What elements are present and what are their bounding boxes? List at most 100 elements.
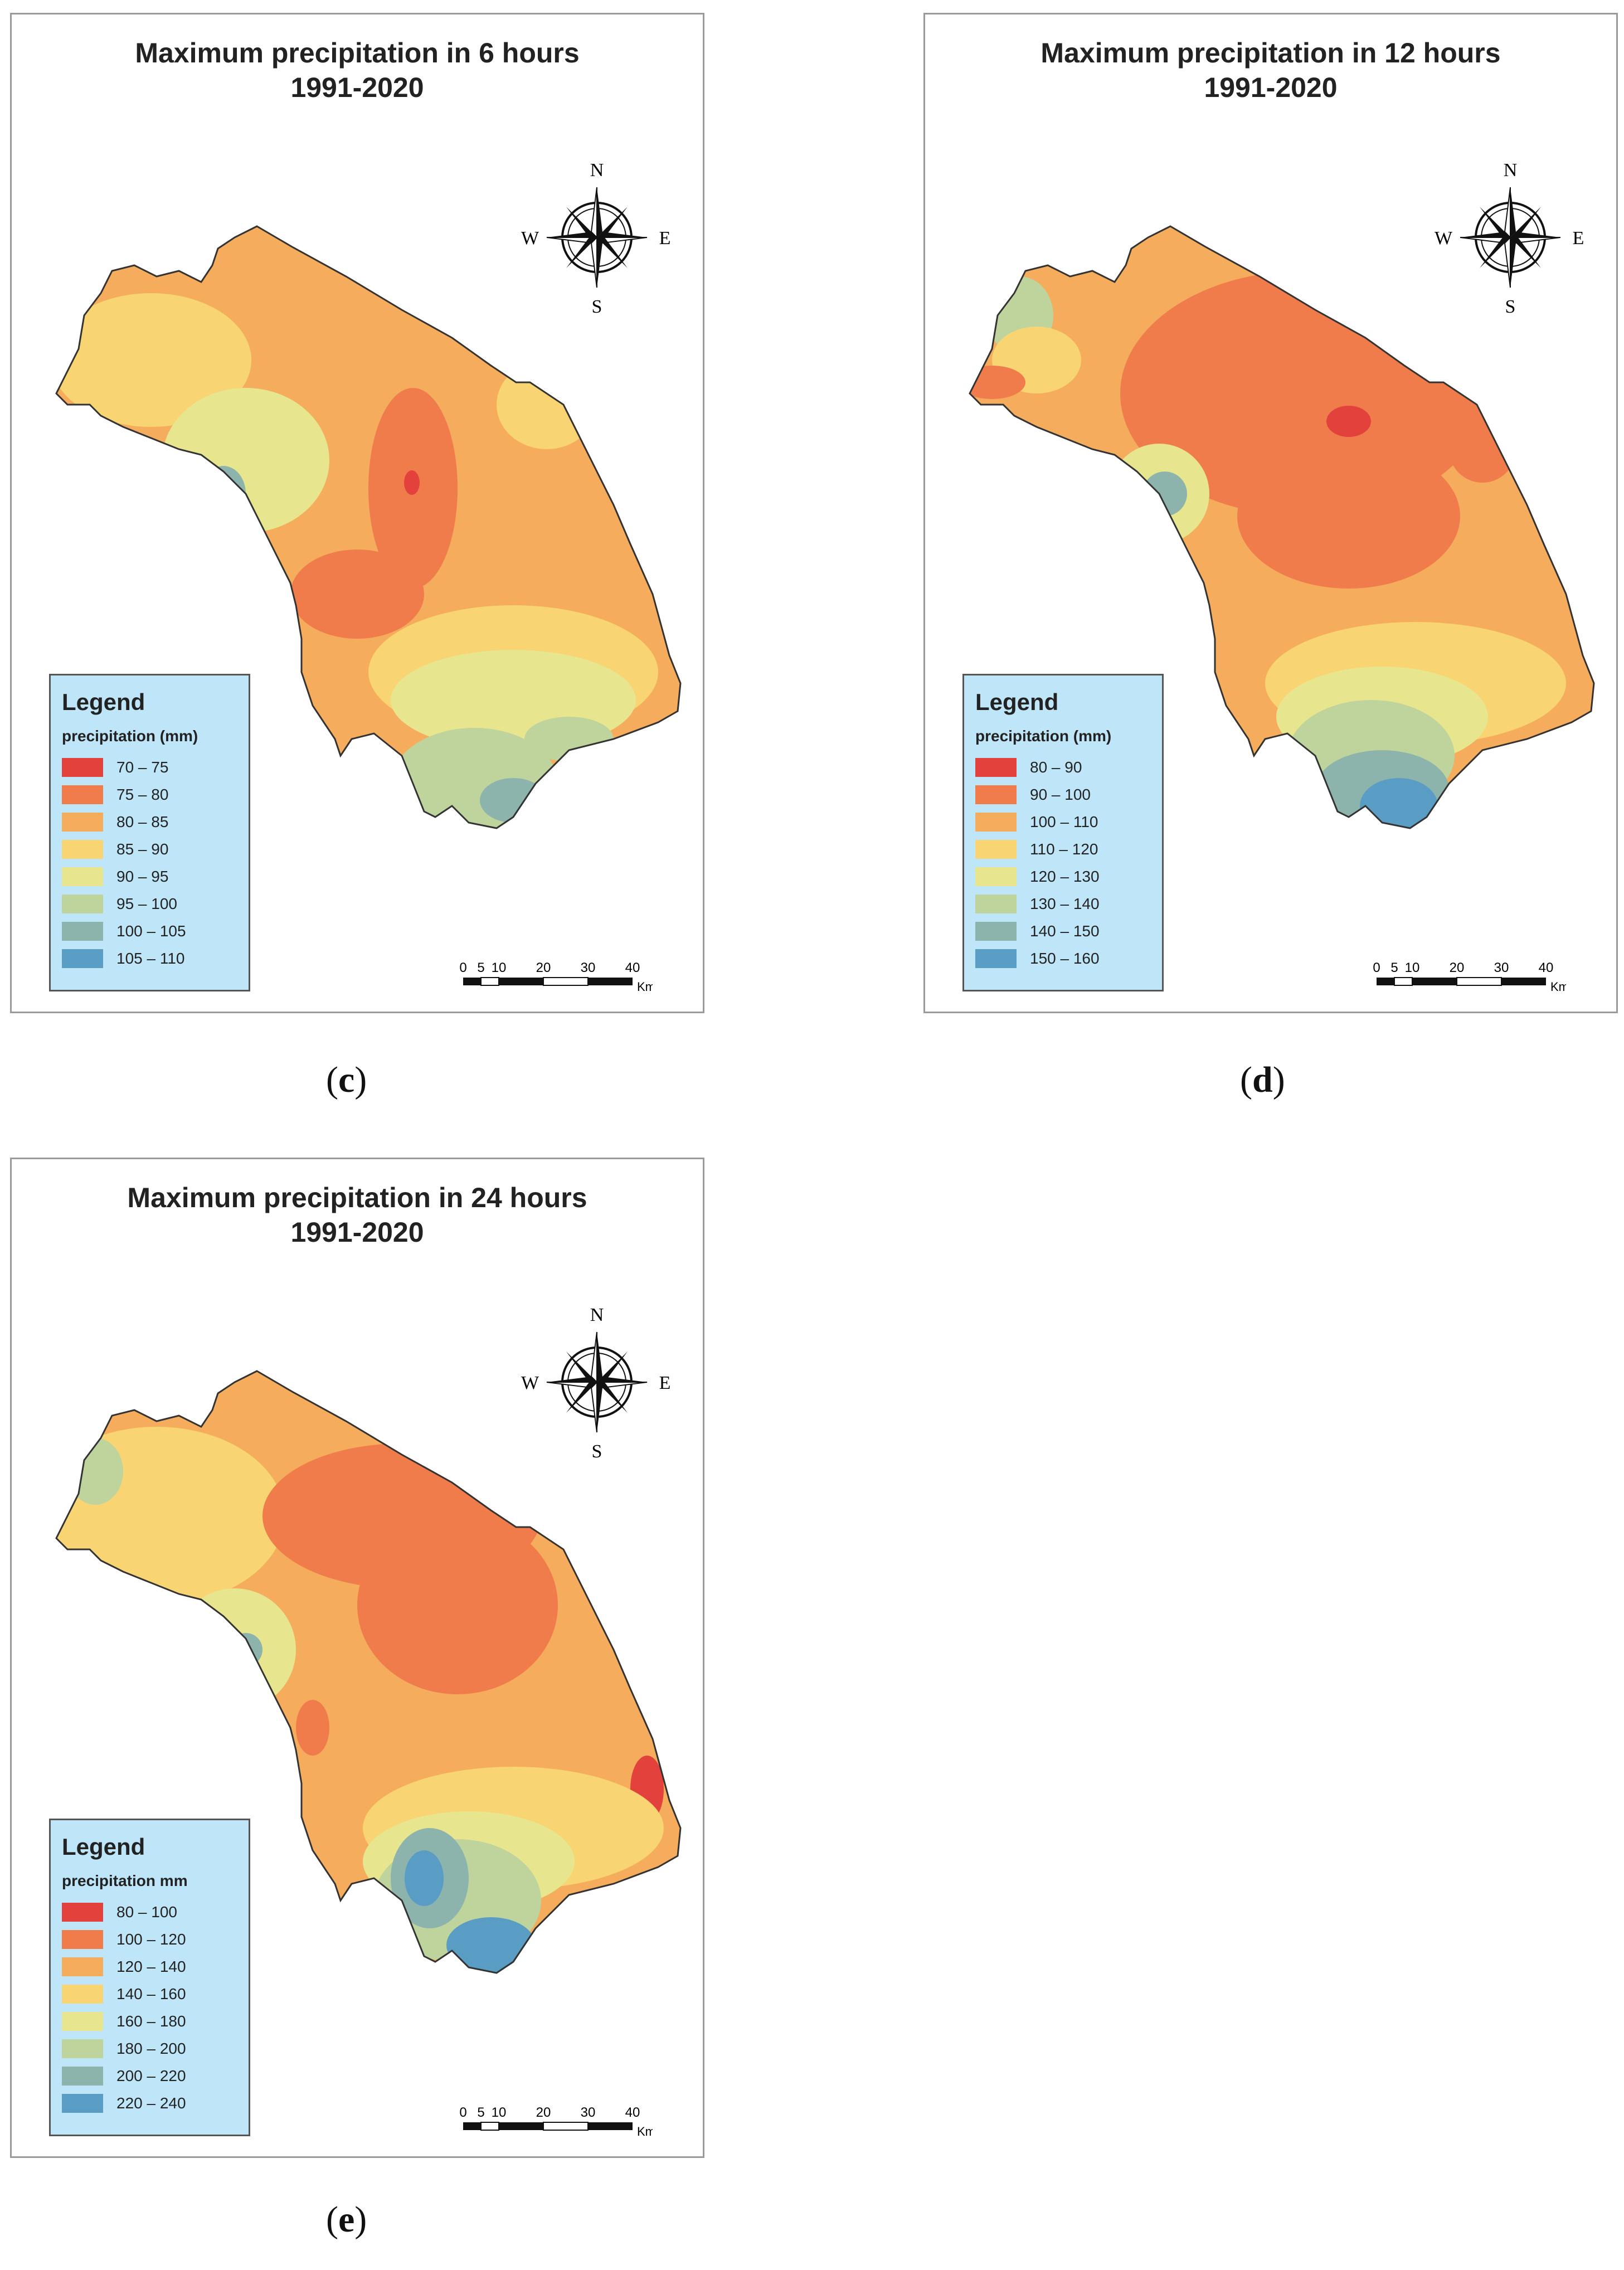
legend-item: 140 – 150 — [975, 917, 1151, 945]
scale-tick: 0 — [459, 2105, 466, 2120]
legend-label: 110 – 120 — [1030, 840, 1098, 858]
legend-label: 160 – 180 — [116, 2012, 186, 2030]
legend-item: 120 – 140 — [62, 1953, 237, 1980]
scale-tick: 20 — [1450, 960, 1465, 975]
compass-s: S — [592, 296, 602, 315]
scale-tick: 20 — [536, 960, 551, 975]
legend-swatch — [62, 921, 103, 941]
legend-item: 130 – 140 — [975, 890, 1151, 917]
scale-bar: 0 5 10 20 30 40 Km — [459, 960, 653, 994]
scale-unit: Km — [1550, 980, 1566, 994]
legend-heading: Legend — [62, 1834, 145, 1860]
legend-subtitle: precipitation mm — [62, 1872, 188, 1889]
legend-swatch — [62, 812, 103, 832]
panel-caption-c: (c) — [326, 1059, 367, 1100]
map-title-line1: Maximum precipitation in 6 hours — [135, 37, 580, 69]
scale-tick: 0 — [1373, 960, 1380, 975]
legend-swatch — [62, 757, 103, 777]
legend-swatch — [62, 2039, 103, 2058]
legend-item: 90 – 95 — [62, 863, 237, 890]
legend-item: 80 – 90 — [975, 754, 1151, 781]
scale-tick: 40 — [625, 2105, 640, 2120]
legend-item: 80 – 100 — [62, 1898, 237, 1926]
legend-label: 80 – 90 — [1030, 758, 1082, 776]
scale-tick: 5 — [1390, 960, 1398, 975]
compass-s: S — [592, 1441, 602, 1460]
legend-subtitle: precipitation (mm) — [62, 727, 198, 745]
legend-item: 105 – 110 — [62, 945, 237, 972]
legend-label: 80 – 85 — [116, 813, 169, 830]
panel-caption-letter: e — [338, 2199, 355, 2240]
legend-swatch — [62, 2066, 103, 2086]
map-title-line2: 1991-2020 — [1204, 72, 1338, 103]
legend-item: 160 – 180 — [62, 2007, 237, 2035]
map-title: Maximum precipitation in 12 hours 1991-2… — [925, 36, 1616, 105]
compass-rose-icon: N S W E — [521, 1305, 670, 1460]
legend-swatch — [62, 1902, 103, 1922]
map-panel-d: Maximum precipitation in 12 hours 1991-2… — [923, 13, 1618, 1013]
legend-item: 75 – 80 — [62, 781, 237, 808]
map-title-line1: Maximum precipitation in 12 hours — [1040, 37, 1501, 69]
legend-item: 90 – 100 — [975, 781, 1151, 808]
legend: Legend precipitation (mm) 80 – 90 90 – 10… — [962, 674, 1164, 991]
legend: Legend precipitation (mm) 70 – 75 75 – 80… — [49, 674, 250, 991]
legend-heading: Legend — [62, 689, 145, 715]
compass-n: N — [590, 1305, 604, 1325]
legend-item: 150 – 160 — [975, 945, 1151, 972]
scale-bar: 0 5 10 20 30 40 Km — [1373, 960, 1566, 994]
legend-label: 100 – 120 — [116, 1930, 186, 1948]
legend-item: 100 – 120 — [62, 1926, 237, 1953]
map-title-line2: 1991-2020 — [290, 72, 424, 103]
region-map — [55, 225, 682, 829]
legend-label: 105 – 110 — [116, 949, 185, 967]
compass-e: E — [659, 228, 671, 249]
legend-label: 140 – 150 — [1030, 922, 1100, 940]
legend-swatch — [62, 894, 103, 913]
legend-swatch — [62, 2011, 103, 2031]
legend-label: 75 – 80 — [116, 785, 169, 803]
compass-e: E — [1573, 228, 1584, 249]
map-title: Maximum precipitation in 6 hours 1991-20… — [12, 36, 703, 105]
compass-rose-icon: N S W E — [1435, 160, 1584, 315]
compass-w: W — [521, 1373, 539, 1393]
legend-label: 120 – 130 — [1030, 867, 1100, 885]
scale-tick: 10 — [1405, 960, 1420, 975]
scale-tick: 20 — [536, 2105, 551, 2120]
legend-swatch — [975, 839, 1017, 859]
map-panel-c: Maximum precipitation in 6 hours 1991-20… — [10, 13, 704, 1013]
panel-caption-e: (e) — [326, 2199, 367, 2240]
legend-label: 100 – 105 — [116, 922, 186, 940]
legend-swatch — [975, 921, 1017, 941]
legend-swatch — [975, 757, 1017, 777]
legend-swatch — [62, 1957, 103, 1976]
legend-swatch — [62, 785, 103, 804]
legend-item: 95 – 100 — [62, 890, 237, 917]
panel-caption-letter: d — [1252, 1059, 1273, 1100]
legend-item: 140 – 160 — [62, 1980, 237, 2007]
compass-s: S — [1505, 296, 1516, 315]
legend-item: 80 – 85 — [62, 808, 237, 835]
map-panel-e: Maximum precipitation in 24 hours 1991-2… — [10, 1158, 704, 2158]
legend-swatch — [62, 1929, 103, 1949]
legend-item: 110 – 120 — [975, 835, 1151, 863]
legend-label: 130 – 140 — [1030, 895, 1100, 912]
legend: Legend precipitation mm 80 – 100 100 – 12… — [49, 1819, 250, 2136]
legend-item: 85 – 90 — [62, 835, 237, 863]
legend-swatch — [975, 785, 1017, 804]
legend-swatch — [62, 949, 103, 968]
legend-swatch — [975, 812, 1017, 832]
legend-label: 200 – 220 — [116, 2067, 186, 2084]
legend-item: 220 – 240 — [62, 2089, 237, 2117]
legend-label: 100 – 110 — [1030, 813, 1098, 830]
compass-n: N — [590, 160, 604, 181]
compass-rose-icon: N S W E — [521, 160, 671, 315]
map-title: Maximum precipitation in 24 hours 1991-2… — [12, 1180, 703, 1250]
scale-tick: 0 — [459, 960, 466, 975]
legend-subtitle: precipitation (mm) — [975, 727, 1112, 745]
scale-tick: 30 — [581, 2105, 596, 2120]
legend-item: 100 – 110 — [975, 808, 1151, 835]
compass-n: N — [1504, 160, 1518, 181]
legend-label: 220 – 240 — [116, 2094, 186, 2112]
legend-item: 200 – 220 — [62, 2062, 237, 2089]
legend-item: 70 – 75 — [62, 754, 237, 781]
